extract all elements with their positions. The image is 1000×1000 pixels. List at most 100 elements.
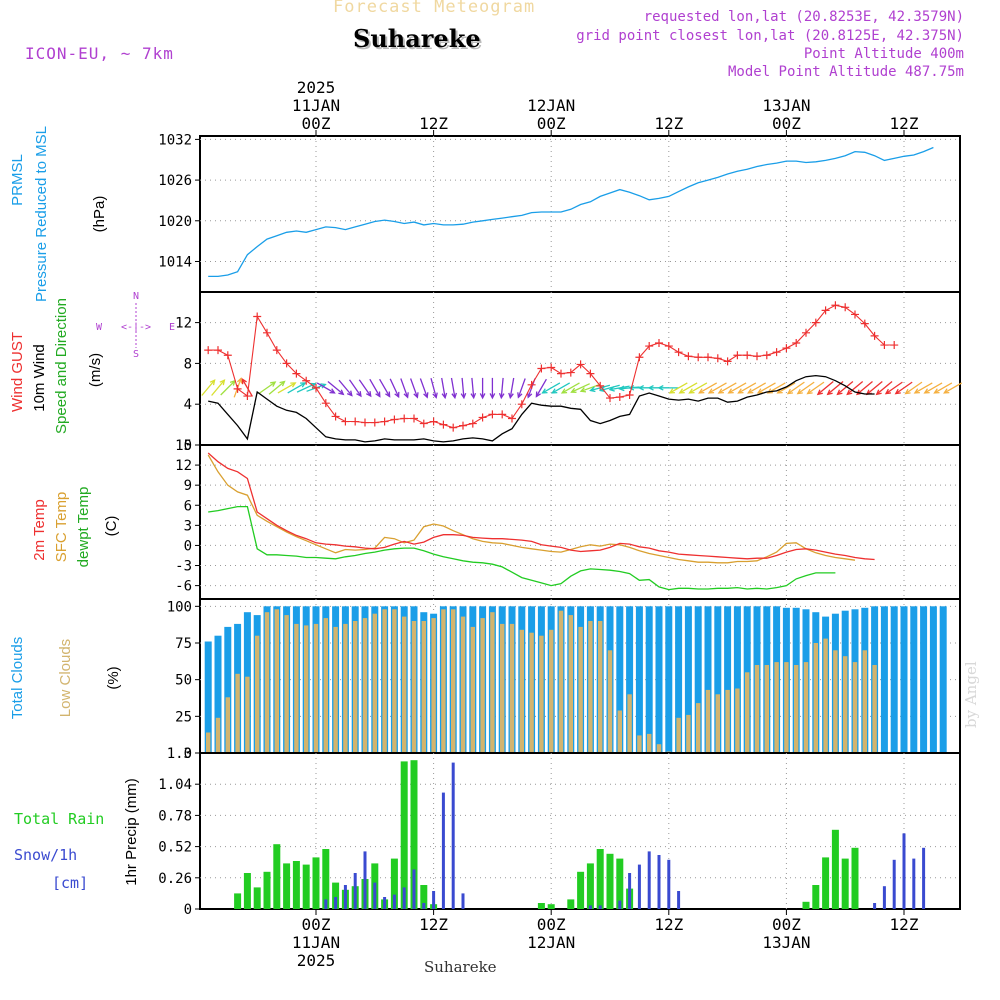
clouds-ytick-label: 100 — [167, 599, 192, 615]
low-cloud-bar — [215, 717, 221, 753]
wind-gust-marker — [390, 415, 399, 424]
wind-gust-marker — [253, 312, 262, 321]
wind-barb-head — [279, 380, 286, 387]
low-cloud-bar — [794, 665, 799, 753]
wind-barb-head — [365, 391, 372, 398]
wind-barb-head — [647, 385, 654, 391]
pressure-ytick-label: 1014 — [158, 254, 192, 270]
bottom-time-label: 00Z — [302, 915, 331, 934]
wind-barb-head — [535, 391, 541, 398]
pressure-unit: (hPa) — [91, 196, 108, 233]
low-cloud-bar — [823, 638, 828, 753]
total-cloud-bar — [616, 606, 624, 753]
rain-bar — [831, 829, 839, 909]
low-cloud-bar — [745, 672, 750, 753]
wind-barb-head — [423, 392, 429, 399]
total-cloud-bar — [655, 606, 663, 753]
snow-bar — [412, 869, 416, 909]
wind-barb — [747, 382, 767, 394]
low-cloud-bar — [411, 621, 417, 753]
low-cloud-bar — [480, 618, 485, 753]
rain-bar — [851, 847, 859, 909]
precip-ytick-label: 1.3 — [167, 746, 192, 762]
wind-gust-marker — [419, 419, 428, 428]
low-cloud-bar — [705, 689, 711, 753]
wind-barb — [885, 381, 903, 395]
temperature-ytick-label: -3 — [175, 559, 192, 575]
wind-gust-marker — [478, 413, 487, 422]
total-cloud-bar — [665, 606, 673, 753]
snow-bar — [637, 864, 641, 909]
wind-gust-marker — [410, 414, 418, 423]
compass-n: N — [133, 291, 139, 302]
low-cloud-bar — [784, 662, 789, 753]
low-cloud-bar — [588, 621, 593, 753]
wind-barb-head — [329, 388, 336, 394]
temperature-ytick-label: 12 — [175, 458, 192, 474]
bottom-time-label: 13JAN — [762, 933, 810, 952]
wind-gust-marker — [449, 423, 458, 432]
wind-direction-label: Speed and Direction — [53, 298, 70, 434]
snow-bar — [677, 891, 681, 909]
low-cloud-bar — [813, 643, 818, 753]
low-cloud-bar — [715, 694, 720, 753]
wind-barb-head — [608, 386, 615, 392]
precip-ytick-label: 0 — [184, 902, 192, 918]
wind-gust-marker — [890, 341, 899, 350]
wind-gust-marker — [429, 417, 438, 426]
wind-barb-head — [541, 388, 548, 394]
temperature-unit: (C) — [103, 516, 120, 537]
snow-bar — [392, 894, 396, 909]
wind-barb-head — [356, 391, 362, 398]
snow-bar — [892, 859, 896, 909]
wind-barb — [509, 377, 515, 398]
wind-ytick-label: 4 — [184, 397, 192, 413]
wind-ytick-label: 0 — [184, 438, 192, 454]
low-cloud-bar — [460, 616, 466, 753]
wind-barb-head — [508, 392, 514, 400]
wind-barb — [679, 382, 698, 394]
rain-bar — [596, 849, 604, 909]
snow-bar — [588, 905, 592, 909]
top-time-label: 00Z — [302, 114, 331, 133]
wind-barb-head — [816, 389, 823, 396]
wind-barb-head — [796, 388, 803, 395]
temperature-ytick-label: -6 — [175, 579, 192, 595]
wind-barb-head — [551, 388, 558, 394]
wind-gust-marker — [400, 414, 409, 423]
wind-gust-marker — [282, 359, 291, 368]
rain-bar — [420, 885, 428, 909]
wind-barb-head — [875, 389, 882, 396]
wind-barb-head — [668, 388, 675, 394]
total-cloud-bar — [890, 606, 898, 753]
wind-barb-head — [570, 387, 577, 393]
temperature-ytick-label: 0 — [184, 538, 192, 554]
precip-unit: 1hr Precip (mm) — [123, 778, 140, 886]
wind-barb — [369, 378, 381, 397]
wind-gust-marker — [655, 339, 663, 347]
wind-barb-head — [479, 393, 486, 400]
wind-barb-head — [657, 385, 664, 391]
wind-barb-head — [737, 388, 744, 394]
wind-gust-marker — [811, 318, 820, 327]
wind-barb-head — [618, 385, 625, 392]
wind-barb — [561, 382, 580, 394]
low-cloud-bar — [627, 694, 632, 753]
wind-barb-head — [933, 388, 940, 394]
wind-barb — [689, 382, 708, 394]
low-cloud-bar — [617, 710, 622, 753]
wind-barb — [698, 382, 718, 394]
wind-barb — [914, 382, 933, 394]
low-cloud-bar — [274, 609, 279, 753]
wind-barb — [258, 381, 276, 395]
pressure-frame — [199, 135, 961, 293]
wind-gust-marker — [586, 369, 595, 378]
wind-barb — [409, 378, 419, 398]
wind-barb — [757, 382, 776, 394]
wind-gust-marker — [302, 376, 311, 385]
low-cloud-bar — [833, 650, 838, 753]
wind-barb — [777, 382, 796, 394]
snow-bar — [922, 847, 926, 909]
rain-bar — [606, 853, 614, 909]
wind-barb-head — [579, 387, 587, 393]
